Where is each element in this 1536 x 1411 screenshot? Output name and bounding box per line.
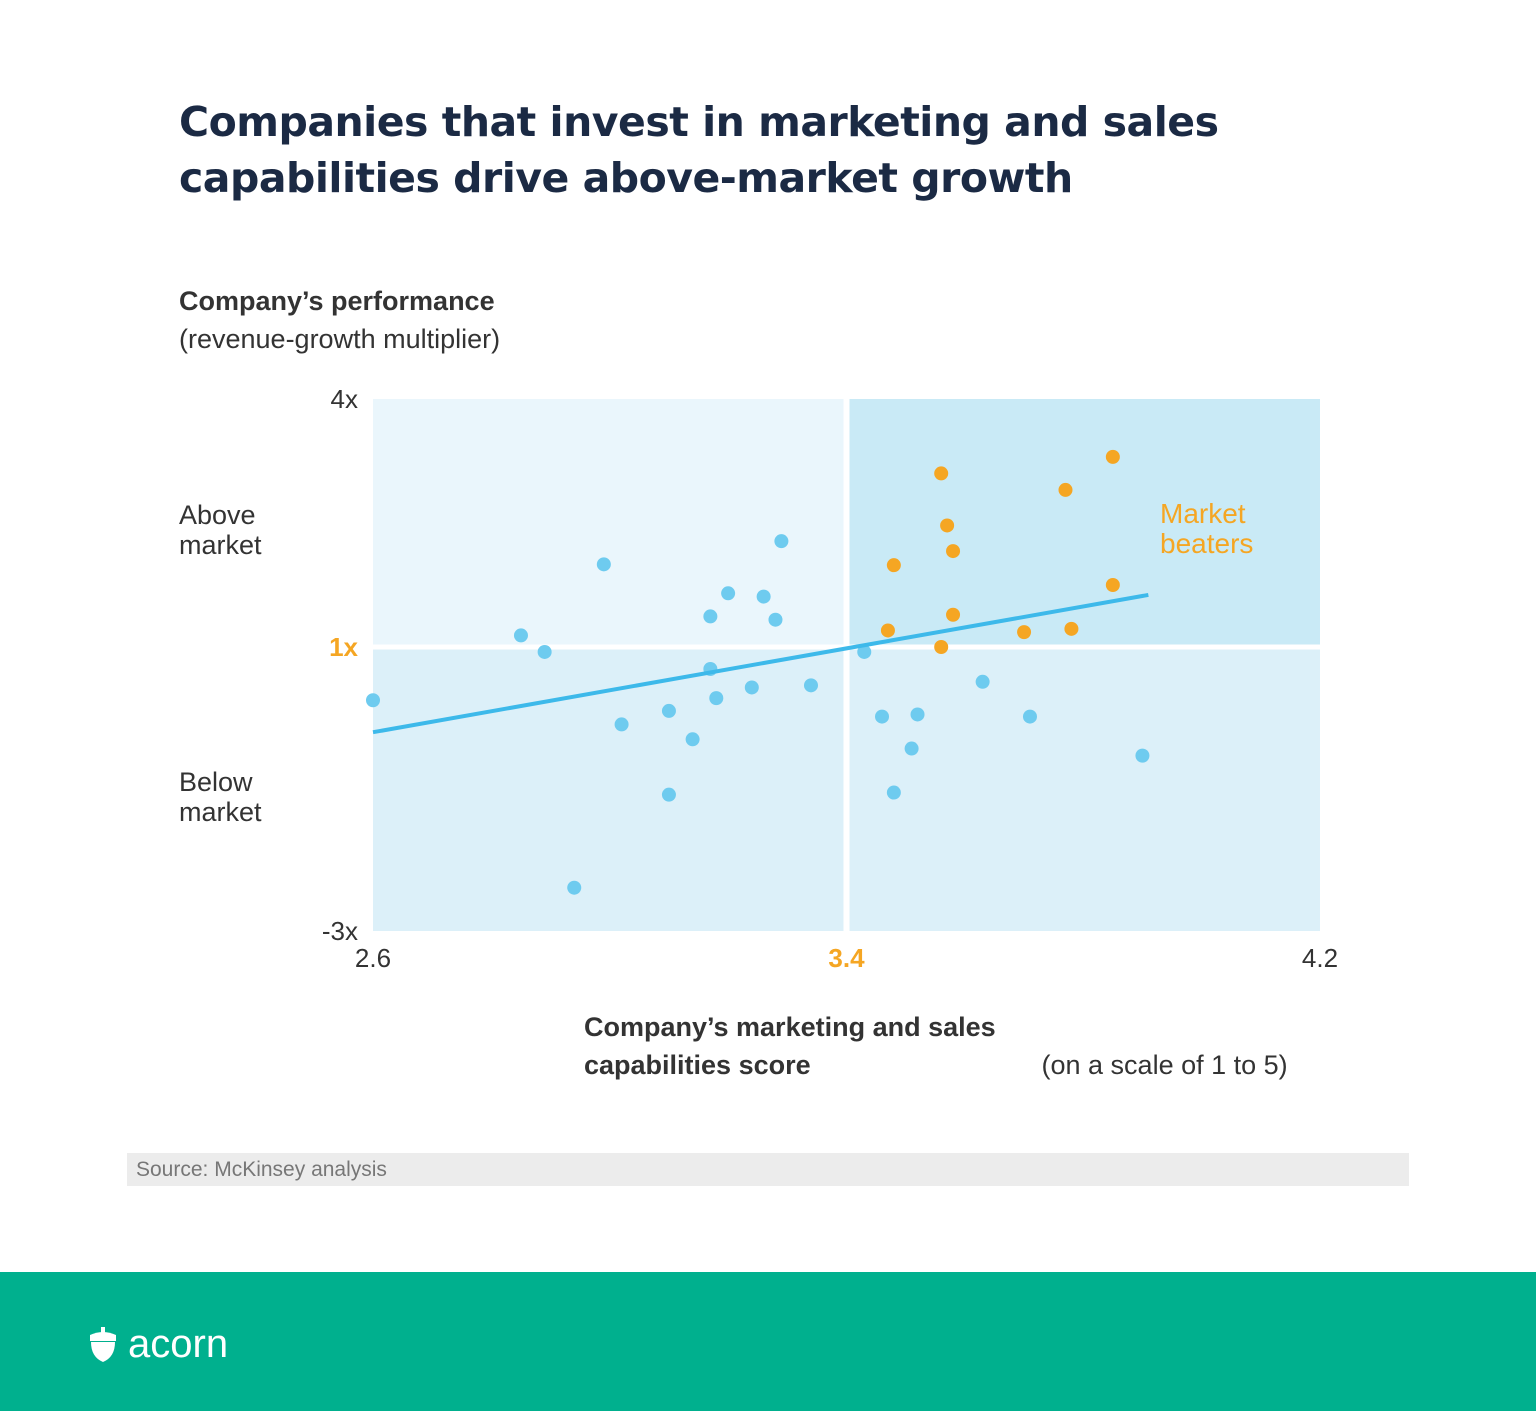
market-beater-point — [934, 466, 949, 481]
market-beater-point — [886, 558, 901, 573]
y-axis-label-sub: (revenue-growth multiplier) — [179, 324, 501, 354]
market-beater-point — [880, 623, 895, 638]
company-point — [875, 709, 890, 724]
company-point — [803, 678, 818, 693]
footer-bar — [0, 1272, 1536, 1411]
market-beater-point — [1105, 449, 1120, 464]
below-market-label: Below market — [179, 767, 262, 827]
company-point — [1022, 709, 1037, 724]
company-point — [567, 880, 582, 895]
market-beater-point — [1105, 578, 1120, 592]
company-point — [1135, 748, 1150, 763]
company-point — [537, 644, 552, 659]
x-axis-label: Company’s marketing and sales capabiliti… — [584, 1008, 1288, 1084]
company-point — [975, 674, 990, 689]
x-tick-label: 3.4 — [828, 943, 865, 973]
x-axis-label-sub: (on a scale of 1 to 5) — [1041, 1050, 1288, 1080]
quadrant-top-right — [846, 399, 1320, 647]
company-point — [703, 609, 718, 624]
company-point — [721, 586, 736, 601]
market-beater-point — [940, 518, 955, 533]
source-note: Source: McKinsey analysis — [127, 1153, 1409, 1186]
company-point — [709, 691, 724, 706]
company-point — [904, 741, 919, 756]
y-tick-label: -3x — [322, 916, 358, 946]
x-tick-label: 2.6 — [355, 943, 391, 973]
scatter-chart: 4x 1x -3x2.6 3.4 4.2 Market beaters — [322, 384, 1338, 973]
market-beater-point — [946, 607, 961, 622]
company-point — [366, 693, 380, 708]
company-point — [661, 787, 676, 802]
chart-title: Companies that invest in marketing and s… — [179, 98, 1219, 202]
company-point — [513, 628, 528, 643]
company-point — [614, 717, 629, 732]
y-axis-label: Company’s performance (revenue-growth mu… — [179, 282, 500, 358]
y-tick-label: 1x — [329, 632, 358, 662]
company-point — [857, 644, 872, 659]
trend-line — [372, 592, 1149, 735]
company-point — [756, 589, 771, 604]
company-point — [774, 534, 789, 549]
company-point — [768, 612, 783, 627]
acorn-icon — [90, 1326, 116, 1362]
company-point — [685, 732, 700, 747]
company-point — [661, 703, 676, 718]
company-point — [744, 680, 759, 695]
company-point — [910, 707, 925, 722]
brand-name: acorn — [128, 1322, 229, 1366]
company-point — [596, 557, 611, 572]
y-axis-label-bold: Company’s performance — [179, 286, 495, 316]
x-axis-label-bold: Company’s marketing and sales capabiliti… — [584, 1012, 996, 1080]
market-beater-point — [1058, 482, 1073, 497]
y-tick-label: 4x — [331, 384, 358, 414]
quadrant-top-left — [373, 399, 847, 647]
market-beater-point — [934, 640, 949, 654]
market-beater-point — [946, 544, 961, 559]
acorn-logo: acorn — [88, 1322, 228, 1367]
market-beater-point — [1064, 621, 1079, 636]
company-point — [886, 785, 901, 800]
above-market-label: Above market — [179, 500, 262, 560]
market-beaters-annotation: Market beaters — [1160, 498, 1253, 559]
market-beater-point — [1017, 625, 1032, 640]
x-tick-label: 4.2 — [1302, 943, 1338, 973]
